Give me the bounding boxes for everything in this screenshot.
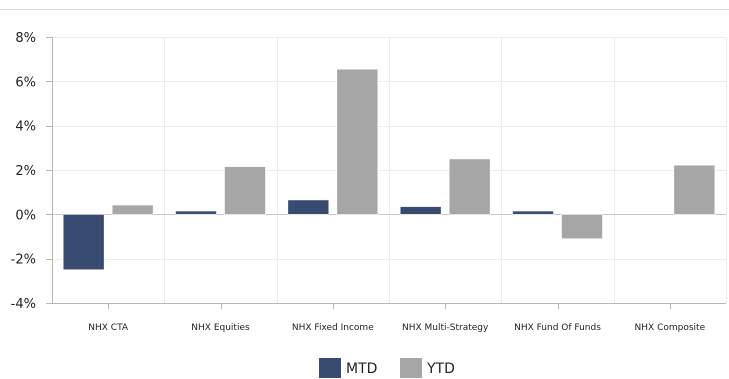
legend-label-ytd: YTD (426, 361, 455, 377)
x-tick-label: NHX Fixed Income (292, 323, 374, 333)
y-tick-label: -2% (11, 253, 36, 268)
grid-lines (52, 37, 727, 304)
top-divider (0, 9, 729, 10)
bar-ytd-2 (224, 166, 266, 215)
x-tick-label: NHX Composite (635, 323, 706, 333)
y-tick-label: -4% (11, 297, 36, 312)
legend-swatch-mtd (319, 358, 341, 378)
bar-ytd-5 (561, 214, 603, 240)
x-tick-labels: NHX CTA NHX Equities NHX Fixed Income NHX M… (88, 323, 705, 333)
x-tick-label: NHX CTA (88, 323, 129, 333)
y-tick-label: 8% (15, 31, 36, 46)
bar-mtd-4 (399, 206, 442, 215)
bars (62, 68, 716, 271)
bar-mtd-2 (175, 210, 217, 215)
x-tick-label: NHX Multi-Strategy (402, 323, 489, 333)
bar-ytd-4 (448, 158, 491, 215)
x-tick-label: NHX Fund Of Funds (514, 323, 601, 333)
y-tick-label: 2% (15, 164, 36, 179)
bar-mtd-3 (287, 199, 330, 215)
y-tick-labels: -4% -2% 0% 2% 4% 6% 8% (11, 31, 36, 312)
bar-ytd-3 (336, 68, 379, 215)
bar-mtd-5 (512, 210, 554, 215)
y-tick-label: 6% (15, 75, 36, 90)
bar-mtd-1 (62, 214, 105, 271)
y-tick-label: 4% (15, 120, 36, 135)
legend: MTD YTD (319, 358, 455, 378)
bar-ytd-6 (673, 164, 716, 215)
legend-swatch-ytd (400, 358, 422, 378)
axes (46, 37, 726, 309)
x-tick-label: NHX Equities (191, 323, 250, 333)
y-tick-label: 0% (15, 208, 36, 223)
legend-label-mtd: MTD (346, 361, 377, 377)
bar-ytd-1 (111, 204, 154, 215)
